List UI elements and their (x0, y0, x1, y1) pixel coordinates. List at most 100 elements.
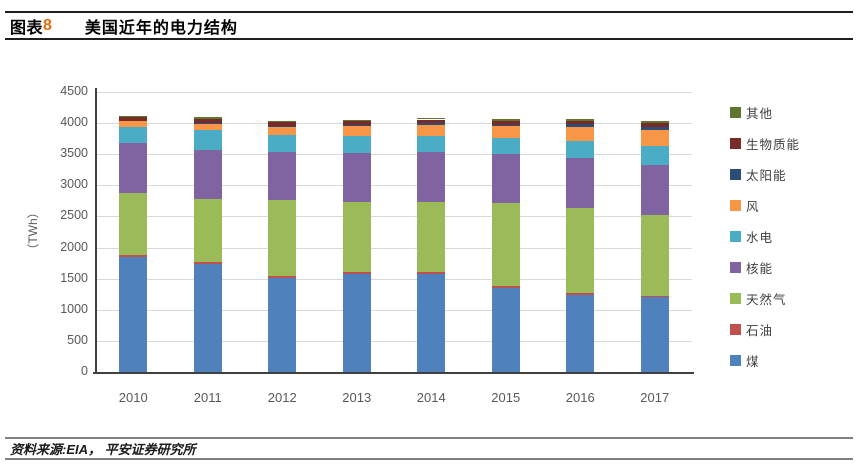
bar-2017-nuclear (640, 164, 669, 215)
legend-swatch-icon (730, 107, 741, 118)
bar-2015-other (491, 118, 520, 121)
legend-swatch-icon (730, 293, 741, 304)
legend-swatch-icon (730, 138, 741, 149)
bar-2013-hydro (342, 136, 371, 153)
bar-2014-gas (417, 201, 446, 272)
gridline-3500 (96, 154, 692, 156)
legend-swatch-icon (730, 200, 741, 211)
y-tick-label: 4500 (60, 84, 88, 98)
bar-2017-oil (640, 295, 669, 297)
bar-2016-hydro (566, 140, 595, 158)
legend-swatch-icon (730, 262, 741, 273)
footer-bottom-rule (5, 458, 853, 460)
bar-2016-other (566, 118, 595, 121)
x-tick-label-2013: 2013 (342, 390, 372, 405)
header-bottom-rule (5, 38, 853, 40)
bar-2010-oil (119, 254, 148, 258)
legend-item-solar: 太阳能 (730, 159, 800, 190)
bar-2015-nuclear (491, 153, 520, 204)
bar-2016-gas (566, 207, 595, 294)
bar-2012-biomass (268, 122, 297, 127)
legend-label: 煤 (746, 355, 760, 369)
legend-label: 太阳能 (746, 169, 787, 183)
bar-2017-hydro (640, 146, 669, 165)
gridline-4000 (96, 123, 692, 125)
legend-label: 天然气 (746, 293, 787, 307)
x-tick-label-2012: 2012 (267, 390, 297, 405)
bar-2010-other (119, 115, 148, 118)
legend-label: 石油 (746, 324, 774, 338)
bar-2013-gas (342, 202, 371, 272)
legend-label: 生物质能 (746, 138, 801, 152)
bar-2013-wind (342, 125, 371, 137)
bar-2011-nuclear (193, 150, 222, 200)
bar-2012-wind (268, 126, 297, 136)
bar-2011-oil (193, 262, 222, 265)
source-text: 资料来源:EIA， 平安证券研究所 (10, 442, 196, 457)
x-tick-label-2017: 2017 (640, 390, 670, 405)
page-title: 美国近年的电力结构 (84, 20, 238, 37)
bar-2010-nuclear (119, 143, 148, 194)
y-tick-label: 3000 (60, 177, 88, 192)
figure-label: 图表 (10, 20, 44, 37)
y-tick-label: 4000 (60, 115, 88, 130)
bar-2016-oil (566, 293, 595, 295)
chart-area: （TWh） 0 500 1000 1500 2000 2500 3000 3500 4000 45… (0, 60, 858, 420)
bar-2014-biomass (417, 119, 446, 124)
y-tick-label: 0 (81, 364, 88, 378)
bar-2016-solar (566, 124, 595, 127)
bar-2010-wind (119, 120, 148, 127)
bar-2014-oil (417, 271, 446, 274)
bar-2015-wind (491, 126, 520, 139)
x-tick-label-2011: 2011 (193, 390, 222, 405)
bar-2015-hydro (491, 138, 520, 154)
bar-2017-wind (640, 130, 669, 147)
bar-2014-hydro (417, 135, 446, 153)
bar-2012-coal (268, 277, 297, 372)
x-axis-line (93, 372, 694, 374)
bar-2010-hydro (119, 126, 148, 144)
bar-2013-coal (342, 273, 371, 372)
gridline-3000 (96, 185, 692, 187)
bar-2016-wind (566, 126, 595, 141)
bar-2016-coal (566, 294, 595, 372)
bar-2017-biomass (640, 123, 669, 128)
legend-swatch-icon (730, 231, 741, 242)
y-axis-line (95, 88, 97, 374)
bar-2010-coal (119, 257, 148, 372)
bar-2011-coal (193, 264, 222, 372)
gridline-4500 (96, 92, 692, 93)
legend-swatch-icon (730, 324, 741, 335)
bar-2011-biomass (193, 119, 222, 123)
bar-2011-other (193, 117, 222, 120)
figure-header: 图表 8 美国近年的电力结构 (10, 15, 238, 37)
bar-2016-biomass (566, 120, 595, 125)
bar-2017-gas (640, 215, 669, 296)
y-tick-label: 1500 (60, 270, 88, 285)
legend-item-biomass: 生物质能 (730, 128, 800, 159)
header-top-rule (5, 11, 853, 13)
legend-label: 其他 (746, 107, 774, 121)
legend-label: 核能 (746, 262, 774, 276)
y-tick-label: 1000 (60, 301, 88, 316)
y-tick-label: 2000 (60, 239, 88, 254)
bar-2012-oil (268, 276, 297, 278)
legend-item-gas: 天然气 (730, 283, 800, 314)
bar-2017-other (640, 121, 669, 124)
chart-legend: 其他生物质能太阳能风水电核能天然气石油煤 (730, 97, 800, 376)
bar-2010-gas (119, 193, 148, 255)
figure-number: 8 (43, 17, 52, 34)
legend-item-oil: 石油 (730, 314, 800, 345)
x-tick-label-2016: 2016 (565, 390, 595, 405)
bar-2015-solar (491, 124, 520, 127)
bar-2013-nuclear (342, 152, 371, 202)
bar-2014-nuclear (417, 152, 446, 202)
bar-2014-other (417, 117, 446, 120)
bar-2013-solar (342, 125, 371, 126)
legend-label: 水电 (746, 231, 774, 245)
bar-2013-oil (342, 271, 371, 274)
x-tick-label-2010: 2010 (118, 390, 148, 405)
legend-label: 风 (746, 200, 760, 214)
legend-item-hydro: 水电 (730, 221, 800, 252)
